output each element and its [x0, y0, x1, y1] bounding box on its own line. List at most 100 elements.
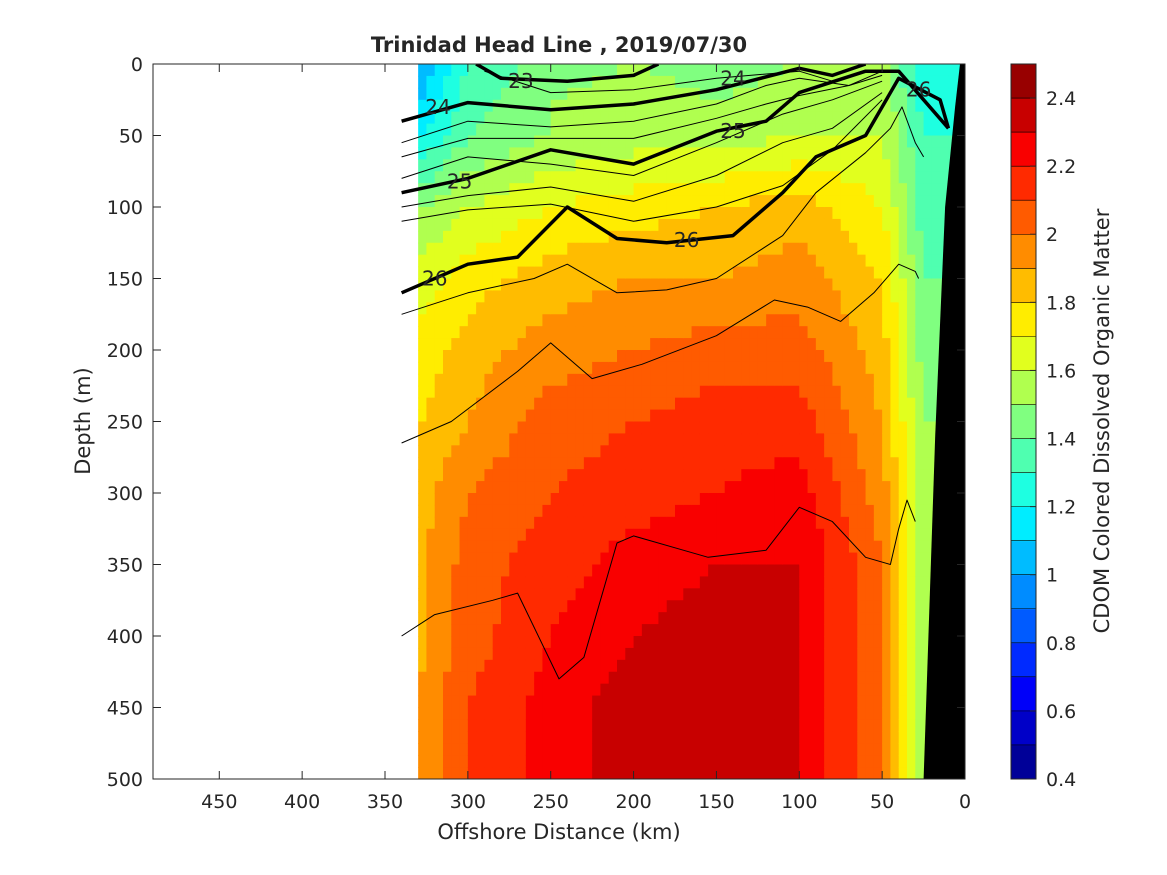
field-cell — [534, 278, 544, 292]
field-cell — [509, 433, 519, 446]
field-cell — [501, 493, 510, 506]
field-cell — [890, 493, 900, 506]
field-cell — [426, 75, 436, 89]
field-cell — [766, 373, 776, 387]
field-cell — [600, 385, 610, 399]
field-cell — [708, 731, 718, 744]
field-cell — [608, 409, 618, 423]
field-cell — [915, 743, 925, 756]
field-cell — [501, 481, 510, 494]
field-cell — [509, 230, 519, 244]
field-cell — [492, 350, 502, 363]
field-cell — [824, 218, 834, 232]
field-cell — [716, 218, 726, 232]
field-cell — [443, 135, 452, 149]
field-cell — [774, 516, 784, 530]
field-cell — [451, 540, 461, 554]
field-cell — [476, 695, 486, 709]
field-cell — [699, 385, 709, 399]
field-cell — [675, 481, 684, 494]
colorbar-frame — [1010, 63, 1037, 780]
field-cell — [890, 755, 900, 768]
field-cell — [501, 135, 510, 149]
field-cell — [525, 242, 535, 256]
field-cell — [849, 576, 858, 589]
field-cell — [857, 99, 867, 113]
field-cell — [592, 338, 602, 351]
field-cell — [907, 314, 916, 327]
field-cell — [857, 409, 867, 423]
field-cell — [799, 457, 809, 470]
field-cell — [600, 707, 610, 721]
field-cell — [840, 314, 850, 327]
field-cell — [617, 552, 626, 566]
field-cell — [865, 111, 875, 125]
field-cell — [815, 659, 825, 673]
field-cell — [741, 147, 751, 160]
field-cell — [633, 266, 643, 280]
field-cell — [467, 350, 477, 363]
field-cell — [840, 588, 850, 601]
field-cell — [501, 755, 510, 768]
field-cell — [666, 683, 676, 697]
field-cell — [617, 338, 626, 351]
field-cell — [451, 683, 461, 697]
field-cell — [931, 314, 941, 327]
field-cell — [600, 588, 610, 601]
field-cell — [600, 695, 610, 709]
field-cell — [675, 719, 684, 732]
field-cell — [476, 314, 486, 327]
field-cell — [791, 457, 800, 470]
field-cell — [443, 254, 452, 268]
field-cell — [583, 207, 593, 220]
field-cell — [567, 254, 577, 268]
field-cell — [434, 218, 444, 232]
field-cell — [567, 326, 577, 339]
field-cell — [650, 469, 660, 482]
field-cell — [451, 445, 461, 458]
field-cell — [749, 147, 759, 160]
field-cell — [774, 445, 784, 458]
field-cell — [501, 516, 510, 530]
field-cell — [815, 385, 825, 399]
field-cell — [575, 504, 585, 518]
field-cell — [724, 218, 734, 232]
field-cell — [484, 695, 494, 709]
field-cell — [434, 290, 444, 303]
field-cell — [733, 445, 742, 458]
field-cell — [923, 600, 933, 613]
field-cell — [857, 767, 867, 779]
field-cell — [716, 445, 726, 458]
field-cell — [840, 636, 850, 649]
field-cell — [418, 409, 428, 423]
field-cell — [915, 64, 925, 77]
field-cell — [733, 242, 742, 256]
field-cell — [865, 504, 875, 518]
field-cell — [650, 624, 660, 637]
field-cell — [757, 159, 767, 172]
field-cell — [708, 135, 718, 149]
field-cell — [815, 540, 825, 554]
field-cell — [824, 707, 834, 721]
field-cell — [633, 719, 643, 732]
field-cell — [724, 242, 734, 256]
field-cell — [799, 540, 809, 554]
field-cell — [691, 433, 701, 446]
field-cell — [791, 767, 800, 779]
field-cell — [559, 123, 568, 137]
field-cell — [824, 338, 834, 351]
field-cell — [890, 469, 900, 482]
field-cell — [658, 171, 668, 184]
field-cell — [699, 540, 709, 554]
field-cell — [699, 528, 709, 542]
field-cell — [683, 600, 693, 613]
field-cell — [890, 278, 900, 292]
field-cell — [567, 564, 577, 578]
field-cell — [600, 493, 610, 506]
field-cell — [708, 445, 718, 458]
field-cell — [683, 242, 693, 256]
field-cell — [641, 326, 651, 339]
field-cell — [650, 171, 660, 184]
field-cell — [666, 314, 676, 327]
field-cell — [501, 445, 510, 458]
